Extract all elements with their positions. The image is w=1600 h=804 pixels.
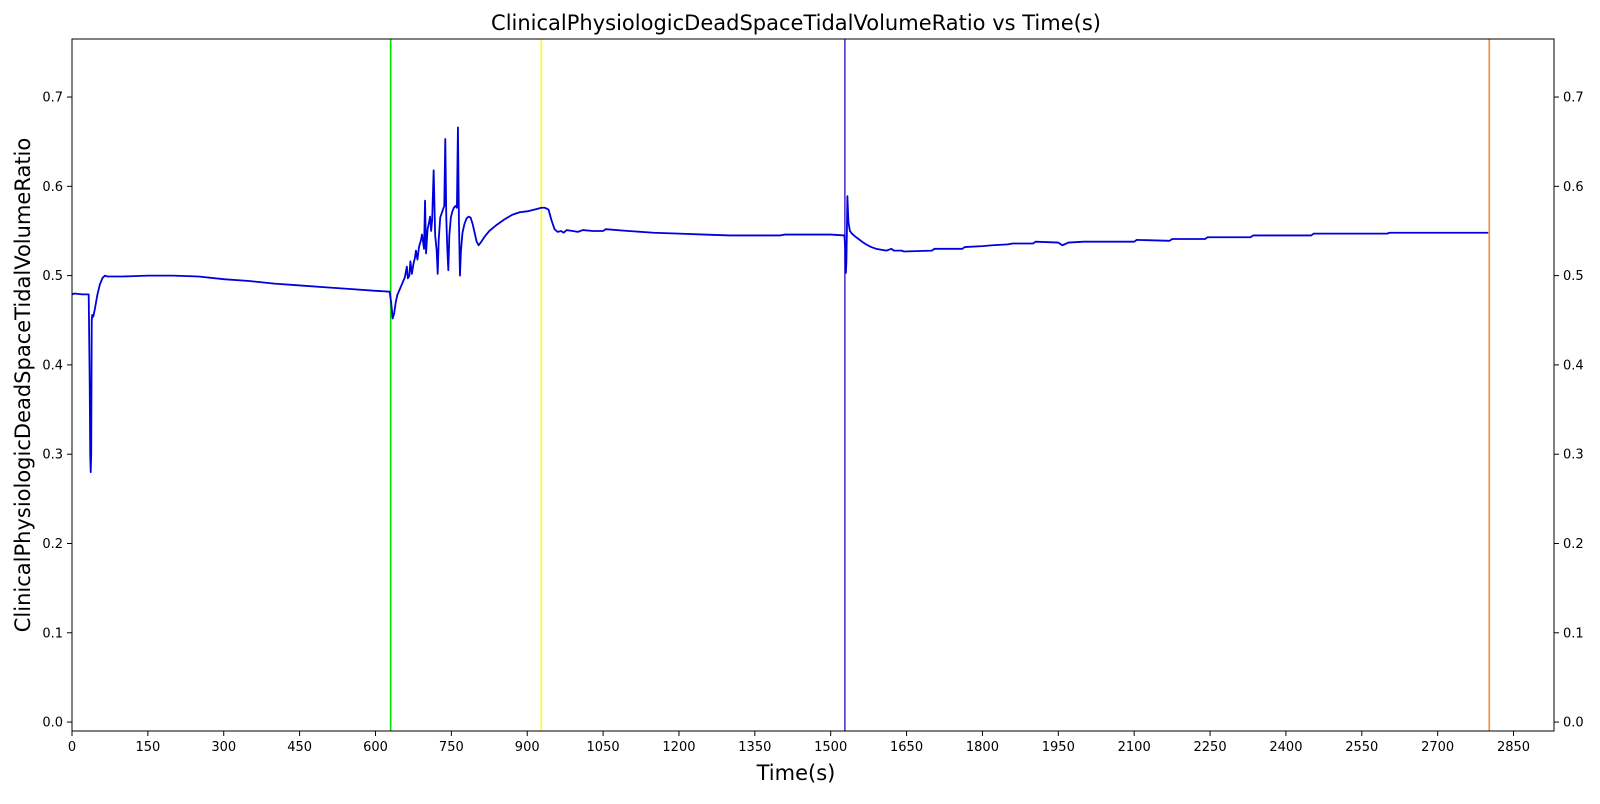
x-tick-label: 750 [439,740,464,755]
y-tick-label-right: 0.2 [1563,537,1584,552]
y-axis-title: ClinicalPhysiologicDeadSpaceTidalVolumeR… [11,138,35,633]
x-tick-label: 2400 [1269,740,1302,755]
y-tick-label-left: 0.3 [42,448,63,463]
y-tick-label-right: 0.7 [1563,91,1584,106]
series-line-0 [71,126,1489,473]
x-axis-title: Time(s) [756,761,836,785]
x-tick-label: 2100 [1118,740,1151,755]
y-tick-label-left: 0.0 [42,716,63,731]
x-tick-label: 1800 [966,740,999,755]
x-tick-label: 1500 [814,740,847,755]
y-tick-label-left: 0.7 [42,91,63,106]
y-tick-label-left: 0.2 [42,537,63,552]
y-tick-label-left: 0.6 [42,180,63,195]
y-tick-label-left: 0.5 [42,269,63,284]
x-tick-label: 450 [287,740,312,755]
y-tick-label-right: 0.5 [1563,269,1584,284]
x-tick-label: 150 [135,740,160,755]
x-tick-label: 2550 [1345,740,1378,755]
axes: 0 150 300 450 600 750 900 1050 1200 1350 1500 1650 1… [42,38,1584,755]
x-tick-label: 300 [211,740,236,755]
x-tick-label: 600 [363,740,388,755]
x-tick-label: 1350 [738,740,771,755]
chart-title: ClinicalPhysiologicDeadSpaceTidalVolumeR… [491,11,1101,35]
y-tick-label-left: 0.4 [42,358,63,373]
y-tick-label-left: 0.1 [42,626,63,641]
x-tick-label: 1950 [1042,740,1075,755]
plot-frame [71,38,1555,732]
x-tick-label: 900 [515,740,540,755]
x-tick-label: 1650 [890,740,923,755]
x-tick-label: 2250 [1194,740,1227,755]
y-tick-label-right: 0.4 [1563,358,1584,373]
y-tick-label-right: 0.3 [1563,448,1584,463]
x-tick-label: 2700 [1421,740,1454,755]
y-tick-label-right: 0.6 [1563,180,1584,195]
y-tick-label-right: 0.0 [1563,716,1584,731]
y-tick-label-right: 0.1 [1563,626,1584,641]
x-tick-label: 1050 [587,740,620,755]
x-tick-label: 1200 [662,740,695,755]
series-layer [71,126,1489,473]
x-tick-label: 2850 [1497,740,1530,755]
x-tick-label: 0 [68,740,76,755]
event-markers [389,39,1491,731]
